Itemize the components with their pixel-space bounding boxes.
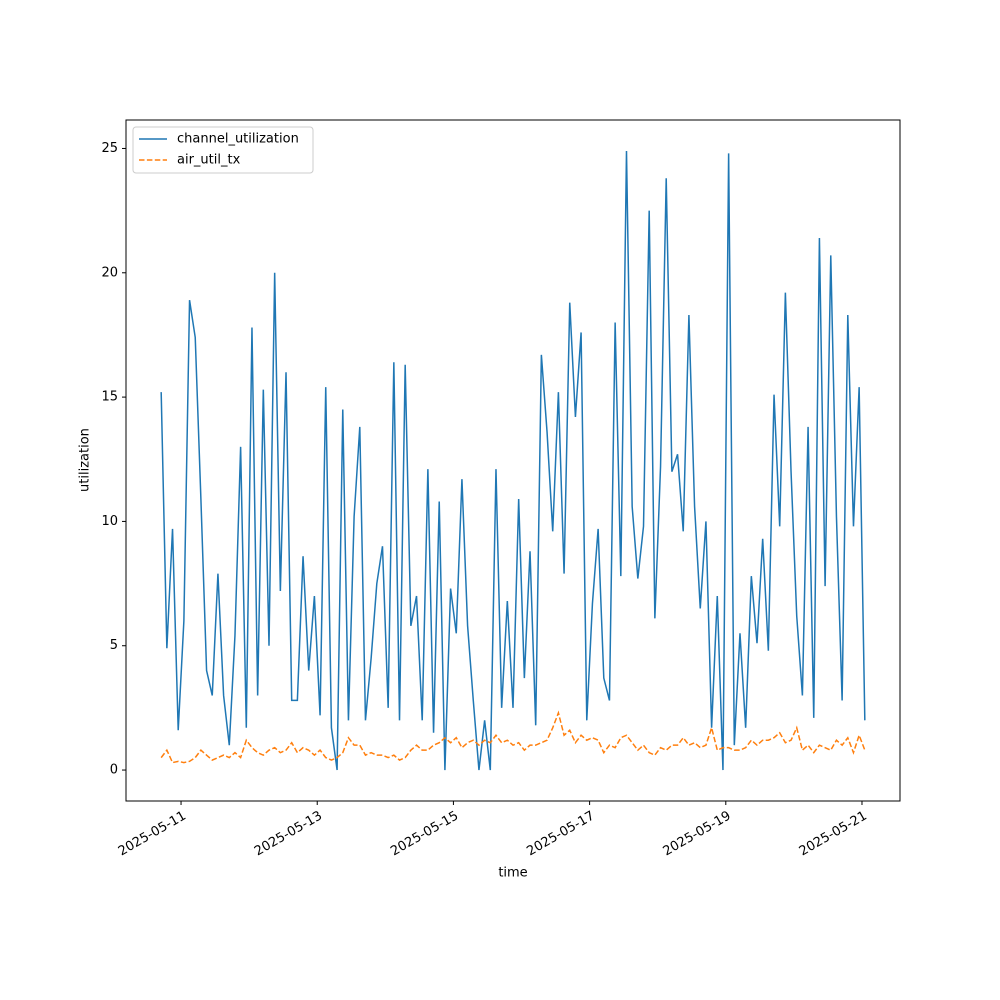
x-tick-label: 2025-05-17: [524, 809, 597, 860]
y-tick-label: 20: [101, 265, 118, 280]
x-tick-label: 2025-05-15: [388, 809, 461, 860]
x-axis-label: time: [498, 866, 527, 881]
x-tick-label: 2025-05-11: [116, 809, 189, 860]
legend-label: channel_utilization: [177, 132, 299, 147]
legend-label: air_util_tx: [177, 153, 241, 168]
x-tick-label: 2025-05-13: [252, 809, 325, 860]
x-tick-label: 2025-05-19: [661, 809, 734, 860]
y-tick-label: 10: [101, 514, 118, 529]
y-tick-label: 0: [110, 763, 118, 778]
y-tick-label: 25: [101, 141, 118, 156]
plot-frame: [125, 119, 901, 802]
y-axis-label: utilization: [78, 428, 93, 492]
series-line: [160, 150, 866, 771]
series-line: [160, 710, 866, 764]
legend-box: [132, 126, 314, 174]
x-tick-label: 2025-05-21: [797, 809, 870, 860]
y-tick-label: 15: [101, 390, 118, 405]
y-tick-label: 5: [110, 638, 118, 653]
